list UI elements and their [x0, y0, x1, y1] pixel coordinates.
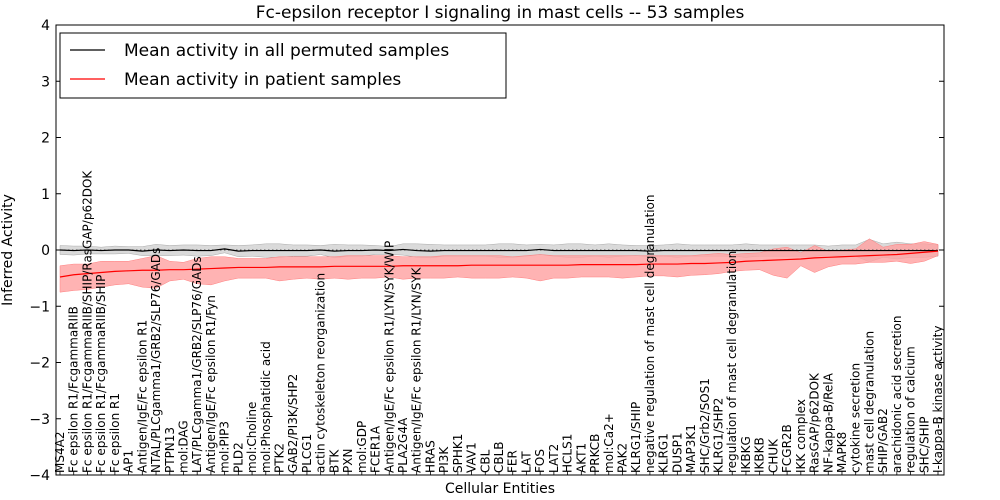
category-label: Fc epsilon R1 — [108, 393, 122, 473]
category-label: PAK2 — [615, 443, 629, 473]
category-label: IKK complex — [794, 399, 808, 473]
category-label: Antigen/IgE/Fc epsilon R1/LYN/SYK — [410, 266, 424, 473]
category-label: mol:Phosphatidic acid — [259, 341, 273, 473]
category-label: PTK2 — [273, 443, 287, 473]
category-label: LAT — [519, 451, 533, 473]
category-label: GAB2/PI3K/SHP2 — [286, 374, 300, 473]
category-label: KLRG1 — [657, 433, 671, 473]
y-tick-label: 2 — [41, 131, 50, 147]
legend-box — [59, 32, 507, 99]
category-label: PTPN13 — [163, 427, 177, 473]
category-label: NF-kappa-B/RelA — [821, 372, 835, 473]
category-labels: MS4A2 Fc epsilon R1/FcgammaRIIB Fc epsilon… — [53, 170, 945, 475]
category-label: actin cytoskeleton reorganization — [314, 273, 328, 473]
category-label: PI3K — [437, 446, 451, 473]
y-tick-label: −1 — [29, 299, 50, 315]
category-label: PXN — [341, 449, 355, 473]
category-label: regulation of mast cell degranulation — [725, 251, 739, 473]
category-label: AP1 — [122, 450, 136, 473]
category-label: BTK — [327, 448, 341, 473]
y-tick-label: −3 — [29, 412, 50, 428]
category-label: arachidonic acid secretion — [890, 316, 904, 473]
category-label: Fc epsilon R1/FcgammaRIIB — [67, 306, 81, 473]
category-label: LAT/PLCgamma1/GRB2/SLP76/GADs — [190, 256, 204, 473]
x-axis-label: Cellular Entities — [445, 481, 555, 497]
category-label: mol:DAG — [176, 420, 190, 473]
category-label: NTAL/PLCgamma1/GRB2/SLP76/GADs — [149, 248, 163, 473]
category-label: IKBKB — [753, 437, 767, 473]
category-label: DUSP1 — [670, 432, 684, 473]
category-label: FCGR2B — [780, 424, 794, 473]
category-label: IKBKG — [739, 436, 753, 473]
legend-label-patient: Mean activity in patient samples — [124, 70, 401, 90]
category-label: FOS — [533, 449, 547, 473]
category-label: Antigen/IgE/Fc epsilon R1/LYN/SYK/WIP — [382, 241, 396, 473]
category-label: mol:Choline — [245, 402, 259, 473]
category-label: FCER1A — [369, 425, 383, 473]
y-axis-label: Inferred Activity — [0, 194, 16, 306]
category-label: SHC/SHIP — [917, 417, 931, 473]
category-label: PLCG1 — [300, 434, 314, 473]
category-label: KLRG1/SHIP — [629, 402, 643, 473]
category-label: negative regulation of mast cell degranu… — [643, 194, 657, 473]
category-label: HRAS — [423, 440, 437, 473]
plot-area: MS4A2 Fc epsilon R1/FcgammaRIIB Fc epsilon… — [53, 24, 945, 476]
category-label: I-kappa-B kinase activity — [931, 326, 945, 473]
category-label: cytokine secretion — [849, 363, 863, 473]
category-label: SPHK1 — [451, 434, 465, 473]
category-label: KLRG1/SHP2 — [712, 398, 726, 473]
category-label: Antigen/IgE/Fc epsilon R1 — [135, 320, 149, 473]
patient-mean-line — [59, 250, 939, 278]
category-label: AKT1 — [574, 443, 588, 473]
category-label: HCLS1 — [561, 434, 575, 473]
y-tick-label: −4 — [29, 468, 50, 484]
category-label: mol:PIP3 — [218, 421, 232, 473]
category-label: SHC/Grb2/SOS1 — [698, 378, 712, 473]
legend-label-permuted: Mean activity in all permuted samples — [124, 41, 449, 61]
category-label: RasGAP/p62DOK — [808, 372, 822, 473]
category-label: Fc epsilon R1/FcgammaRIIB/SHIP/RasGAP/p6… — [80, 170, 94, 473]
category-label: LAT2 — [547, 444, 561, 473]
y-tick-label: 0 — [41, 243, 50, 259]
category-label: MAPK8 — [835, 432, 849, 473]
category-label: PLA2G4A — [396, 417, 410, 473]
y-tick-label: 3 — [41, 74, 50, 90]
category-label: MAP3K1 — [684, 424, 698, 473]
category-label: regulation of calcium — [904, 346, 918, 473]
permuted-mean-line — [59, 248, 938, 252]
y-tick-label: 4 — [41, 18, 50, 34]
category-label: SHIP/GAB2 — [876, 408, 890, 473]
legend: Mean activity in all permuted samples Me… — [59, 32, 507, 99]
category-label: VAV1 — [465, 442, 479, 473]
category-label: FER — [506, 450, 520, 473]
category-label: Antigen/IgE/Fc epsilon R1/Fyn — [204, 295, 218, 473]
category-label: mol:Ca2+ — [602, 413, 616, 473]
series-lines — [59, 248, 939, 278]
category-label: mast cell degranulation — [862, 331, 876, 473]
y-tick-label: −2 — [29, 356, 50, 372]
chart-title: Fc-epsilon receptor I signaling in mast … — [256, 3, 745, 23]
category-label: Fc epsilon R1/FcgammaRIIB/SHIP — [94, 275, 108, 473]
category-label: PRKCB — [588, 434, 602, 473]
category-label: CBLB — [492, 441, 506, 473]
category-label: MS4A2 — [53, 432, 67, 473]
y-axis: −4 −3 −2 −1 0 1 2 3 4 — [29, 18, 944, 484]
y-tick-label: 1 — [41, 187, 50, 203]
category-label: PLD2 — [231, 442, 245, 473]
category-label: mol:GDP — [355, 421, 369, 473]
category-label: CBL — [478, 449, 492, 473]
category-label: CHUK — [766, 438, 780, 473]
